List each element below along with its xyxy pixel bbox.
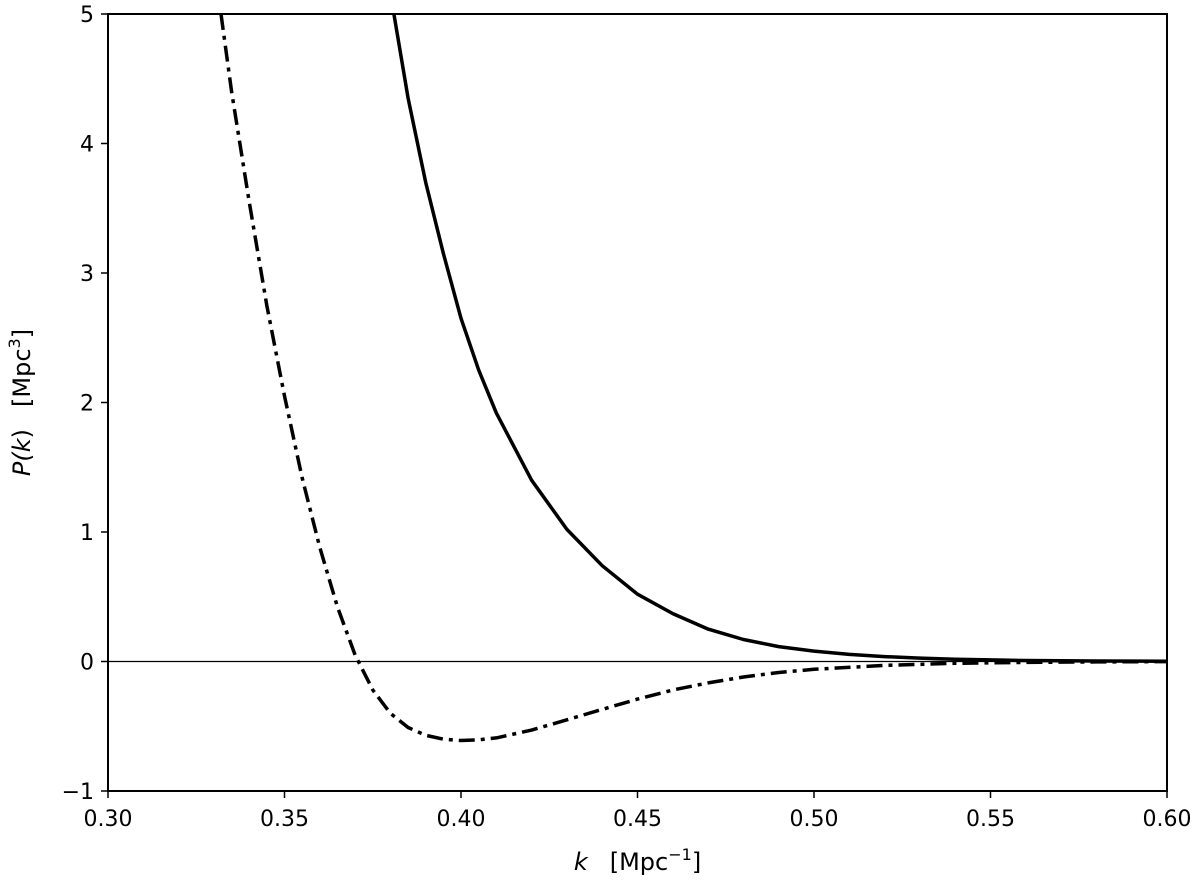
x-axis-unit: [Mpc: [610, 848, 669, 876]
x-axis-unit-exp: −1: [668, 845, 692, 864]
y-axis-label: P(k) [Mpc3]: [5, 329, 36, 476]
y-axis-prefix: P(: [8, 451, 36, 476]
ticks-layer: 0.30 0.35 0.40 0.45 0.50 0.55 0.60 −1 0 1 2 3 4 5: [62, 3, 1192, 832]
x-axis-unit-close: ]: [692, 848, 701, 876]
x-tick-label: 0.40: [437, 807, 486, 832]
x-axis-label: k [Mpc−1]: [574, 845, 701, 876]
series-layer: [219, 14, 1167, 743]
y-axis-unit: [Mpc: [8, 348, 36, 407]
x-axis-var: k: [574, 848, 589, 876]
y-axis-unit-close: ]: [8, 329, 36, 338]
plot-frame: [107, 13, 1168, 792]
y-tick-label: 1: [80, 521, 94, 546]
series-line-solid: [392, 14, 1167, 663]
y-axis-suffix: ): [8, 429, 36, 438]
y-tick-label: 4: [80, 133, 94, 158]
x-tick-label: 0.50: [790, 807, 839, 832]
x-tick-label: 0.55: [966, 807, 1015, 832]
y-tick-label: 3: [80, 262, 94, 287]
y-tick-label: 2: [80, 392, 94, 417]
y-tick-label: −1: [62, 780, 94, 805]
y-axis-unit-exp: 3: [5, 338, 24, 348]
y-tick-label: 0: [80, 651, 94, 676]
series-line-dash-dot: [219, 14, 1167, 743]
x-tick-label: 0.30: [84, 807, 133, 832]
y-axis-var: k: [8, 437, 36, 452]
x-tick-label: 0.60: [1143, 807, 1192, 832]
x-tick-label: 0.45: [613, 807, 662, 832]
y-tick-label: 5: [80, 3, 94, 28]
x-tick-label: 0.35: [260, 807, 309, 832]
